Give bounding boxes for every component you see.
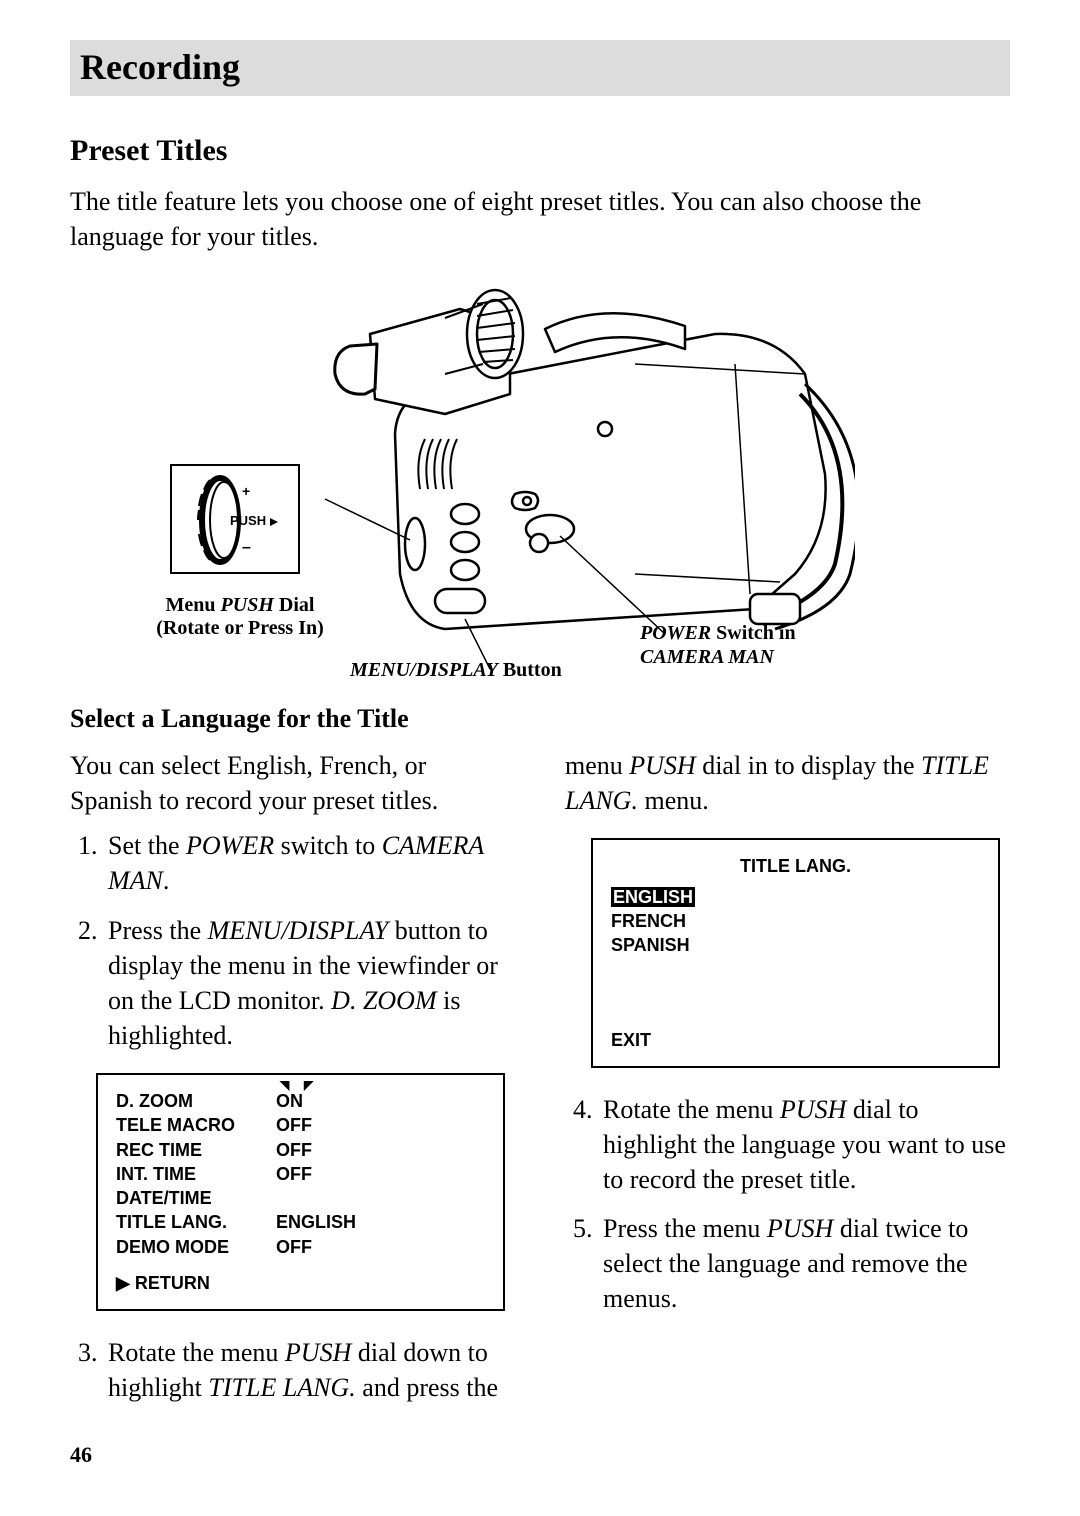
t: TITLE LANG. <box>208 1373 355 1402</box>
t: PUSH <box>629 751 695 780</box>
step-4: Rotate the menu PUSH dial to highlight t… <box>599 1092 1010 1197</box>
steps-list: Set the POWER switch to CAMERA MAN. Pres… <box>70 828 515 1053</box>
t: menu. <box>638 786 709 815</box>
t: . <box>163 866 170 895</box>
lcd-item: ENGLISH <box>611 885 980 909</box>
push-dial-inset: + PUSH – <box>170 464 300 574</box>
intro-paragraph: The title feature lets you choose one of… <box>70 184 1010 254</box>
t: PUSH <box>780 1095 846 1124</box>
t: Press the <box>108 916 208 945</box>
two-column-body: You can select English, French, or Spani… <box>70 748 1010 1419</box>
svg-text:+: + <box>242 483 250 499</box>
text: Menu <box>166 594 221 616</box>
step-1: Set the POWER switch to CAMERA MAN. <box>104 828 515 898</box>
lcd-title: TITLE LANG. <box>611 854 980 878</box>
step-2: Press the MENU/DISPLAY button to display… <box>104 913 515 1053</box>
section-header-band: Recording <box>70 40 1010 96</box>
section-header: Recording <box>80 46 1000 88</box>
t: PUSH <box>285 1338 351 1367</box>
step-3-continuation: menu PUSH dial in to display the TITLE L… <box>565 748 1010 818</box>
t: Rotate the menu <box>108 1338 285 1367</box>
lcd-row: TELE MACROOFF <box>116 1113 485 1137</box>
steps-list-right: Rotate the menu PUSH dial to highlight t… <box>565 1092 1010 1317</box>
page-number: 46 <box>70 1442 92 1468</box>
power-switch-caption: POWER Switch in CAMERA MAN <box>640 621 796 669</box>
lead-paragraph: You can select English, French, or Spani… <box>70 748 515 818</box>
camcorder-illustration <box>295 274 855 674</box>
right-column: menu PUSH dial in to display the TITLE L… <box>565 748 1010 1419</box>
left-column: You can select English, French, or Spani… <box>70 748 515 1419</box>
t: switch to <box>274 831 382 860</box>
step-5: Press the menu PUSH dial twice to select… <box>599 1211 1010 1316</box>
lcd-row: INT. TIMEOFF <box>116 1162 485 1186</box>
lcd-row: REC TIMEOFF <box>116 1138 485 1162</box>
t: D. ZOOM <box>331 986 436 1015</box>
t: POWER <box>186 831 274 860</box>
t: and press the <box>356 1373 498 1402</box>
lcd-row: D. ZOOM◥◤ON <box>116 1089 485 1113</box>
lcd-row: DATE/TIME <box>116 1186 485 1210</box>
section-title: Preset Titles <box>70 134 1010 168</box>
t: menu <box>565 751 629 780</box>
lcd-row: DEMO MODEOFF <box>116 1235 485 1259</box>
t: MENU/DISPLAY <box>208 916 389 945</box>
svg-text:PUSH: PUSH <box>230 513 266 528</box>
lcd-item: SPANISH <box>611 933 980 957</box>
lcd-exit: EXIT <box>611 1028 980 1052</box>
t: PUSH <box>767 1214 833 1243</box>
text: Switch in <box>711 622 795 644</box>
steps-list-cont: Rotate the menu PUSH dial down to highli… <box>70 1335 515 1405</box>
text: MENU/DISPLAY <box>350 659 498 681</box>
subsection-title: Select a Language for the Title <box>70 704 1010 734</box>
push-dial-icon: + PUSH – <box>180 472 290 567</box>
lcd-menu-main: D. ZOOM◥◤ONTELE MACROOFFREC TIMEOFFINT. … <box>96 1073 505 1311</box>
t: Rotate the menu <box>603 1095 780 1124</box>
lcd-menu-titlelang: TITLE LANG. ENGLISHFRENCHSPANISH EXIT <box>591 838 1000 1067</box>
lcd-return: ▶ RETURN <box>116 1271 485 1295</box>
svg-text:–: – <box>242 539 251 556</box>
text: POWER <box>640 622 711 644</box>
text: PUSH <box>221 594 274 616</box>
text: Button <box>498 659 562 681</box>
t: Press the menu <box>603 1214 767 1243</box>
lcd-row: TITLE LANG.ENGLISH <box>116 1210 485 1234</box>
camcorder-figure: + PUSH – Menu PUSH Dial (Rotate or Press… <box>70 274 1010 704</box>
menu-display-caption: MENU/DISPLAY Button <box>350 659 562 682</box>
t: dial in to display the <box>696 751 921 780</box>
text: CAMERA MAN <box>640 646 774 668</box>
t: Set the <box>108 831 186 860</box>
step-3: Rotate the menu PUSH dial down to highli… <box>104 1335 515 1405</box>
lcd-item: FRENCH <box>611 909 980 933</box>
